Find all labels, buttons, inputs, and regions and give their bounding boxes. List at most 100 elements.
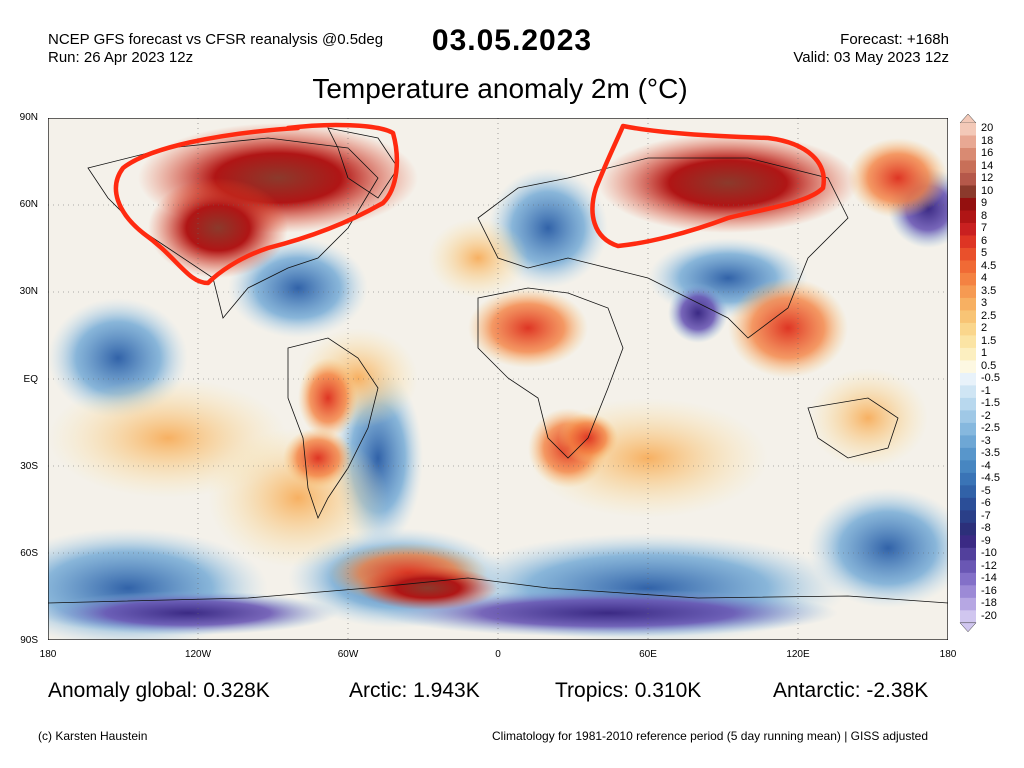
siberia-highlight <box>590 123 826 249</box>
colorbar-label: -3.5 <box>981 447 1000 460</box>
colorbar-swatch <box>960 285 976 299</box>
lat-label: 90N <box>19 112 38 123</box>
lon-label: 120E <box>786 649 810 660</box>
colorbar-swatch <box>960 547 976 561</box>
colorbar-min-arrow <box>959 622 977 633</box>
colorbar-label: 12 <box>981 172 994 185</box>
colorbar-label: -3 <box>981 434 991 447</box>
colorbar-swatch <box>960 460 976 474</box>
copyright: (c) Karsten Haustein <box>38 729 148 743</box>
colorbar-label: 3.5 <box>981 284 997 297</box>
colorbar-swatch <box>960 410 976 424</box>
colorbar-label: 4.5 <box>981 259 997 272</box>
colorbar-label: -8 <box>981 522 991 535</box>
colorbar-swatch <box>960 447 976 461</box>
colorbar-label: 0.5 <box>981 359 997 372</box>
colorbar-swatch <box>960 260 976 274</box>
colorbar-label: -4 <box>981 459 991 472</box>
colorbar-swatch <box>960 485 976 499</box>
model-description: NCEP GFS forecast vs CFSR reanalysis @0.… <box>48 31 384 48</box>
colorbar-swatch <box>960 297 976 311</box>
lat-label: 30N <box>19 286 38 297</box>
colorbar-swatch <box>960 235 976 249</box>
forecast-lead: Forecast: +168h <box>840 31 949 48</box>
colorbar-label: 2 <box>981 322 988 335</box>
colorbar-label: -6 <box>981 497 991 510</box>
lat-lon-grid <box>48 118 948 640</box>
colorbar-swatch <box>960 397 976 411</box>
colorbar-label: -5 <box>981 484 991 497</box>
colorbar-swatch <box>960 310 976 324</box>
lat-label: 90S <box>20 635 38 646</box>
colorbar-swatch <box>960 123 976 136</box>
colorbar-swatch <box>960 372 976 386</box>
colorbar-label: -2 <box>981 409 991 422</box>
lon-label: 60E <box>639 649 657 660</box>
colorbar-swatch <box>960 185 976 199</box>
colorbar-label: 20 <box>981 122 994 135</box>
map-title: Temperature anomaly 2m (°C) <box>312 73 688 104</box>
colorbar-label: -16 <box>981 584 997 597</box>
colorbar-swatch <box>960 597 976 611</box>
colorbar-label: -14 <box>981 572 997 585</box>
colorbar-swatch <box>960 472 976 486</box>
colorbar-swatch <box>960 560 976 574</box>
colorbar-label: -4.5 <box>981 472 1000 485</box>
forecast-info: Forecast: +168h Valid: 03 May 2023 12z <box>793 31 949 67</box>
colorbar-label: -18 <box>981 597 997 610</box>
colorbar-label: 6 <box>981 234 988 247</box>
colorbar-swatch <box>960 585 976 599</box>
tropics-anomaly: Tropics: 0.310K <box>555 679 702 702</box>
colorbar-swatch <box>960 522 976 536</box>
run-time: Run: 26 Apr 2023 12z <box>48 49 194 66</box>
colorbar-swatch <box>960 347 976 361</box>
colorbar-swatch <box>960 210 976 224</box>
lat-label: 60N <box>19 199 38 210</box>
colorbar-label: 1.5 <box>981 334 997 347</box>
antarctic-anomaly: Antarctic: -2.38K <box>773 679 929 702</box>
lon-label: 180 <box>939 649 957 660</box>
colorbar-label: -7 <box>981 509 991 522</box>
arctic-anomaly: Arctic: 1.943K <box>349 679 480 702</box>
colorbar-swatch <box>960 322 976 336</box>
colorbar-label: 1 <box>981 347 988 360</box>
colorbar-label: 7 <box>981 222 988 235</box>
colorbar-label: -12 <box>981 559 997 572</box>
colorbar-label: -0.5 <box>981 372 1000 385</box>
colorbar-label: 16 <box>981 147 994 160</box>
lat-label: 60S <box>20 548 38 559</box>
colorbar-scale <box>959 113 977 633</box>
lat-label: EQ <box>23 374 38 385</box>
colorbar-swatch <box>960 172 976 186</box>
colorbar-max-arrow <box>959 113 977 124</box>
colorbar-label: 3 <box>981 297 988 310</box>
colorbar-label: 4 <box>981 272 988 285</box>
colorbar-swatch <box>960 222 976 236</box>
colorbar-swatch <box>960 160 976 174</box>
colorbar-label: -10 <box>981 547 997 560</box>
anomaly-field <box>48 123 948 640</box>
colorbar-swatch <box>960 385 976 399</box>
lat-label: 30S <box>20 461 38 472</box>
lon-label: 120W <box>184 649 212 660</box>
colorbar-swatch <box>960 360 976 374</box>
colorbar-swatch <box>960 510 976 524</box>
colorbar-label: -2.5 <box>981 422 1000 435</box>
valid-time: Valid: 03 May 2023 12z <box>793 49 949 66</box>
colorbar-label: 18 <box>981 134 994 147</box>
colorbar-label: -9 <box>981 534 991 547</box>
colorbar-label: 14 <box>981 159 994 172</box>
colorbar-label: -1 <box>981 384 991 397</box>
colorbar-label: -20 <box>981 609 997 622</box>
colorbar-swatch <box>960 247 976 261</box>
north-america-highlight <box>113 122 400 286</box>
date-heading: 03.05.2023 <box>431 24 593 57</box>
colorbar-swatch <box>960 497 976 511</box>
colorbar-swatch <box>960 435 976 449</box>
colorbar-swatch <box>960 135 976 149</box>
colorbar-label: 2.5 <box>981 309 997 322</box>
colorbar-swatch <box>960 335 976 349</box>
colorbar-label: 9 <box>981 197 988 210</box>
colorbar-label: 8 <box>981 209 988 222</box>
lon-label: 180 <box>39 649 57 660</box>
